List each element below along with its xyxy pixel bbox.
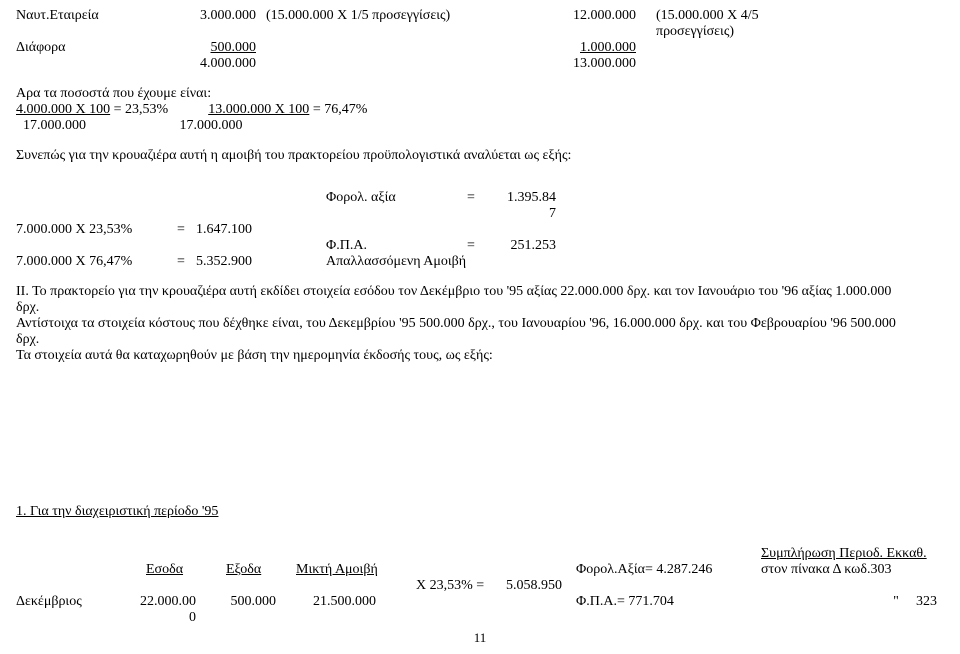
col2: 4.000.000 (184, 56, 256, 72)
eq: = (456, 238, 486, 254)
line-diafora: Διάφορα 500.000 1.000.000 (16, 40, 944, 56)
tbl-sub: Χ 23,53% = 5.058.950 (16, 578, 944, 594)
exoda: 500.000 (196, 594, 276, 610)
calc-row-c: 7.000.000 Χ 76,47% = 5.352.900 Απαλλασσό… (16, 254, 944, 270)
tbl-row-dec2: 0 (16, 610, 944, 626)
col4: 1.000.000 (536, 40, 636, 56)
tbl-row-dec: Δεκέμβριος 22.000.00 500.000 21.500.000 … (16, 594, 944, 610)
line-totals: 4.000.000 13.000.000 (16, 56, 944, 72)
left: 7.000.000 Χ 23,53% (16, 222, 166, 238)
col4: 13.000.000 (536, 56, 636, 72)
eq: = (166, 254, 196, 270)
right: Απαλλασσόμενη Αμοιβή (326, 254, 466, 270)
col3: (15.000.000 Χ 1/5 προσεγγίσεις) (256, 8, 536, 24)
mid: Χ 23,53% = (416, 578, 506, 594)
col5: (15.000.000 Χ 4/5 (636, 8, 759, 24)
val: 5.058.950 (506, 578, 562, 594)
denom-b: 17.000.000 (162, 118, 243, 134)
calc-hdr: Φορολ. αξία = 1.395.84 (16, 190, 944, 206)
col4: 12.000.000 (536, 8, 636, 24)
esoda: Εσοδα (146, 562, 226, 578)
val: 251.253 (486, 238, 556, 254)
val: 1.395.84 (486, 190, 556, 206)
forol: Φορολ.Αξία= 4.287.246 (576, 562, 761, 578)
para-ii-line2: δρχ. (16, 300, 944, 316)
para-ii-line5: Τα στοιχεία αυτά θα καταχωρηθούν με βάση… (16, 348, 944, 364)
percent-denoms: 17.000.000 17.000.000 (16, 118, 944, 134)
exoda: Εξοδα (226, 562, 296, 578)
para-ii-line3: Αντίστοιχα τα στοιχεία κόστους που δέχθη… (16, 316, 944, 332)
pinaka: στον πίνακα Δ κωδ.303 (761, 562, 891, 578)
code: 323 (916, 594, 937, 610)
paragraph-synepos: Συνεπώς για την κρουαζιέρα αυτή η αμοιβή… (16, 148, 944, 164)
section-1-title: 1. Για την διαχειριστική περίοδο '95 (16, 504, 944, 520)
mid: 1.647.100 (196, 222, 276, 238)
val: 7 (486, 206, 556, 222)
frac-b: 13.000.000 Χ 100 (208, 102, 309, 118)
calc-hdr2: 7 (16, 206, 944, 222)
esoda: 22.000.00 (116, 594, 196, 610)
eq-b: = 76,47% (309, 102, 367, 118)
ditto: " (876, 594, 916, 610)
label: Δεκέμβριος (16, 594, 116, 610)
frac-a: 4.000.000 Χ 100 (16, 102, 110, 118)
mid: 5.352.900 (196, 254, 276, 270)
para-ii-line1: ΙΙ. Το πρακτορείο για την κρουαζιέρα αυτ… (16, 284, 944, 300)
line-naut-etaireia: Ναυτ.Εταιρεία 3.000.000 (15.000.000 Χ 1/… (16, 8, 944, 24)
label: Διάφορα (16, 40, 184, 56)
mikti: Μικτή Αμοιβή (296, 562, 416, 578)
tbl-hdr: Εσοδα Εξοδα Μικτή Αμοιβή Φορολ.Αξία= 4.2… (16, 562, 944, 578)
right: Συμπλήρωση Περιοδ. Εκκαθ. (761, 546, 927, 562)
line-approx-cont: προσεγγίσεις) (16, 24, 944, 40)
col2: 500.000 (184, 40, 256, 56)
percent-intro: Αρα τα ποσοστά που έχουμε είναι: (16, 86, 944, 102)
page-number: 11 (16, 630, 944, 646)
label: Ναυτ.Εταιρεία (16, 8, 184, 24)
denom-a: 17.000.000 (16, 118, 86, 134)
tbl-top: Συμπλήρωση Περιοδ. Εκκαθ. (16, 546, 944, 562)
col2: 3.000.000 (184, 8, 256, 24)
esoda-cont: 0 (116, 610, 196, 626)
fpa: Φ.Π.Α.= 771.704 (576, 594, 876, 610)
eq-a: = 23,53% (110, 102, 168, 118)
mikti: 21.500.000 (276, 594, 376, 610)
label: Φ.Π.Α. (326, 238, 456, 254)
left: 7.000.000 Χ 76,47% (16, 254, 166, 270)
calc-row-fpa: Φ.Π.Α. = 251.253 (16, 238, 944, 254)
eq: = (166, 222, 196, 238)
col5: προσεγγίσεις) (656, 24, 734, 40)
calc-row-a: 7.000.000 Χ 23,53% = 1.647.100 (16, 222, 944, 238)
label: Φορολ. αξία (326, 190, 456, 206)
percent-line: 4.000.000 Χ 100 = 23,53% 13.000.000 Χ 10… (16, 102, 944, 118)
para-ii-line4: δρχ. (16, 332, 944, 348)
eq: = (456, 190, 486, 206)
